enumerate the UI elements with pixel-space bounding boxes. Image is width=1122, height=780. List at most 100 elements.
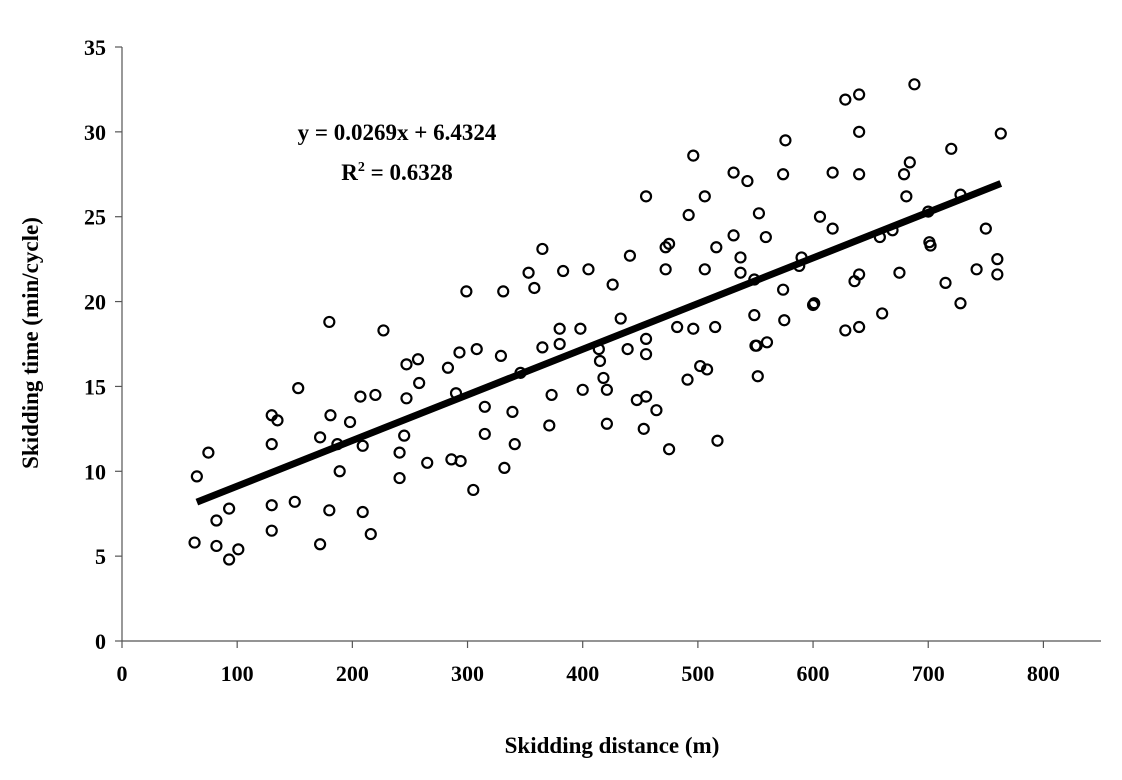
data-point — [759, 230, 772, 244]
trendline — [195, 180, 1003, 506]
data-point — [506, 405, 519, 418]
data-point — [364, 527, 377, 541]
data-point — [659, 241, 672, 254]
data-point — [710, 241, 723, 254]
data-point — [662, 443, 676, 456]
data-point — [421, 456, 434, 469]
data-point — [779, 134, 792, 147]
data-point — [470, 342, 483, 356]
data-point — [748, 309, 761, 322]
data-point — [478, 427, 491, 441]
data-point — [924, 239, 937, 252]
y-axis: 0 5 10 15 20 25 30 35 — [84, 35, 123, 654]
data-point — [557, 264, 570, 278]
data-point — [639, 332, 653, 346]
data-point — [614, 312, 627, 325]
data-point — [826, 166, 839, 179]
data-point — [752, 207, 766, 220]
data-point — [979, 222, 992, 235]
data-point — [639, 390, 653, 403]
data-point — [441, 361, 455, 374]
data-point — [265, 524, 278, 537]
data-point — [271, 414, 284, 427]
r-squared-label: R2 = 0.6328 — [341, 160, 452, 185]
data-point — [593, 354, 607, 368]
data-point — [454, 455, 467, 468]
data-point — [188, 536, 201, 549]
data-point — [637, 422, 650, 435]
data-point — [698, 190, 711, 203]
data-point — [954, 297, 967, 310]
data-point — [223, 553, 236, 566]
y-tick-label: 20 — [84, 290, 106, 315]
x-tick-label: 500 — [681, 661, 714, 686]
data-point — [190, 470, 203, 483]
y-tick-label: 25 — [84, 205, 106, 230]
x-tick-label: 200 — [336, 661, 369, 686]
data-point — [210, 539, 223, 553]
data-point — [623, 249, 637, 262]
data-point — [606, 278, 619, 291]
data-point — [553, 322, 566, 335]
data-point — [741, 174, 754, 188]
data-point — [778, 314, 791, 327]
r-squared-value: = 0.6328 — [365, 160, 453, 185]
data-point — [700, 363, 714, 376]
data-point — [413, 376, 426, 390]
data-point — [576, 383, 589, 396]
data-point — [750, 339, 763, 352]
data-point — [908, 78, 921, 91]
data-point — [522, 266, 535, 279]
data-point — [639, 190, 653, 203]
data-point — [411, 353, 425, 366]
data-point — [314, 538, 327, 551]
data-point — [709, 320, 722, 334]
x-tick-label: 800 — [1027, 661, 1060, 686]
data-point — [991, 268, 1004, 281]
data-point — [543, 419, 556, 432]
x-tick-label: 700 — [912, 661, 945, 686]
data-point — [497, 285, 510, 298]
r-squared-superscript: 2 — [358, 160, 365, 175]
data-point — [897, 168, 911, 181]
equation-annotation: y = 0.0269x + 6.4324 R2 = 0.6328 — [298, 120, 497, 185]
data-point — [393, 471, 406, 485]
data-point — [681, 373, 694, 386]
data-point — [597, 371, 610, 385]
data-point — [711, 434, 724, 447]
data-point — [777, 283, 790, 296]
data-point — [760, 336, 774, 349]
data-point — [398, 429, 411, 442]
data-point — [343, 415, 357, 429]
data-point — [682, 208, 695, 222]
data-point — [994, 127, 1007, 140]
data-point — [600, 383, 613, 396]
data-point — [574, 322, 587, 335]
data-point — [498, 461, 511, 474]
r-squared-prefix: R — [341, 160, 358, 185]
data-point — [751, 370, 764, 383]
data-point — [453, 346, 466, 359]
data-points — [188, 78, 1007, 566]
data-point — [508, 438, 521, 451]
data-point — [369, 388, 382, 402]
data-point — [839, 93, 852, 106]
data-point — [292, 382, 305, 395]
data-point — [223, 502, 236, 515]
data-point — [265, 438, 278, 451]
data-point — [727, 229, 740, 242]
data-point — [853, 168, 866, 181]
y-tick-label: 35 — [84, 35, 106, 60]
data-point — [600, 417, 613, 430]
y-axis-title: Skidding time (min/cycle) — [18, 217, 43, 469]
data-point — [945, 142, 958, 155]
data-point — [687, 149, 700, 162]
data-point — [903, 156, 916, 169]
x-tick-label: 100 — [221, 661, 254, 686]
data-point — [545, 388, 558, 402]
y-tick-label: 15 — [84, 374, 106, 399]
data-point — [528, 281, 541, 295]
x-axis-title: Skidding distance (m) — [505, 733, 720, 758]
data-point — [393, 446, 406, 459]
data-point — [356, 439, 369, 452]
